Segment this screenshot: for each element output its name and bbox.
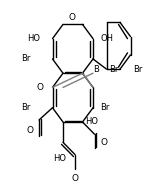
Text: B: B [93,65,99,74]
Text: Br: Br [110,65,119,74]
Text: O: O [100,138,108,147]
Text: O: O [27,126,33,135]
Text: Br: Br [21,103,30,112]
Text: O: O [36,83,43,92]
Text: Br: Br [21,55,30,64]
Text: HO: HO [53,154,66,163]
Text: HO: HO [27,34,40,43]
Text: Br: Br [100,103,110,112]
Text: O: O [72,174,78,183]
Text: Br: Br [134,65,143,74]
Text: O: O [69,13,75,22]
Text: HO: HO [85,117,99,126]
Text: OH: OH [100,34,114,43]
